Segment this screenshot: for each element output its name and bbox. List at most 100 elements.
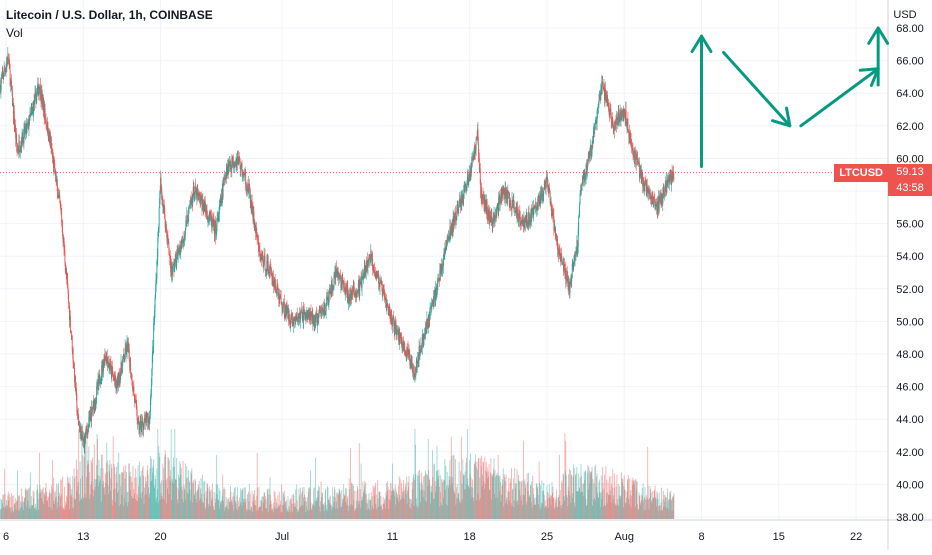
- candle-body: [667, 177, 669, 182]
- candle-body: [352, 285, 354, 293]
- candle-body: [404, 348, 406, 351]
- volume-bar: [629, 478, 631, 519]
- volume-bar: [44, 495, 46, 519]
- candle-body: [595, 120, 597, 122]
- volume-bar: [410, 499, 412, 519]
- candle-body: [132, 387, 134, 392]
- candle-body: [643, 181, 645, 183]
- volume-bar: [558, 495, 560, 519]
- candle-body: [44, 108, 46, 119]
- candle-body: [330, 284, 332, 294]
- candle-body: [78, 425, 80, 426]
- candle-body: [502, 187, 504, 195]
- candle-body: [393, 325, 395, 333]
- candle-body: [197, 191, 199, 194]
- candle-body: [387, 303, 389, 307]
- volume-bar: [115, 501, 116, 519]
- candle-body: [344, 290, 346, 295]
- candle-body: [339, 276, 340, 280]
- candle-body: [176, 252, 178, 267]
- candle-body: [353, 285, 355, 288]
- volume-bar: [396, 497, 398, 519]
- candle-body: [180, 245, 182, 253]
- volume-bar: [147, 474, 149, 519]
- candle-body: [264, 268, 266, 272]
- volume-bar: [227, 498, 229, 519]
- candle-body: [577, 247, 579, 250]
- candle-body: [32, 107, 34, 109]
- volume-bar: [456, 498, 458, 519]
- volume-bar: [56, 508, 58, 519]
- candle-body: [394, 322, 396, 329]
- candle-body: [591, 153, 593, 157]
- candle-body: [517, 213, 519, 217]
- chart-legend: Litecoin / U.S. Dollar, 1h, COINBASE Vol: [6, 8, 213, 40]
- volume-bar: [260, 500, 262, 519]
- volume-bar: [63, 509, 65, 519]
- volume-bar: [582, 483, 584, 519]
- volume-bar: [399, 479, 401, 519]
- candle-body: [223, 182, 225, 185]
- volume-bar: [623, 485, 625, 519]
- candle-body: [641, 171, 643, 178]
- candle-body: [166, 231, 168, 242]
- volume-bar: [23, 497, 25, 519]
- candle-body: [73, 366, 75, 369]
- candle-body: [212, 219, 213, 222]
- candle-body: [226, 166, 228, 172]
- volume-bar: [61, 494, 63, 519]
- candle-body: [256, 236, 258, 238]
- candle-body: [482, 194, 484, 200]
- candle-body: [134, 399, 136, 403]
- candle-body: [479, 168, 481, 171]
- volume-bar: [252, 501, 254, 519]
- candle-body: [490, 215, 492, 223]
- candle-body: [657, 208, 659, 215]
- volume-bar: [424, 475, 426, 519]
- volume-bar: [362, 481, 364, 519]
- volume-bar: [355, 491, 357, 519]
- volume-bar: [477, 458, 479, 519]
- volume-bar: [202, 502, 204, 519]
- volume-bar: [156, 468, 158, 519]
- time-tick-label: 22: [850, 531, 862, 543]
- volume-bar: [512, 478, 514, 519]
- volume-bar: [76, 491, 78, 519]
- volume-bar: [344, 495, 346, 519]
- candle-body: [587, 161, 589, 164]
- candle-body: [49, 135, 51, 141]
- candle-body: [471, 159, 473, 161]
- volume-bar: [283, 504, 285, 519]
- candle-body: [86, 431, 88, 435]
- volume-bar: [628, 498, 630, 519]
- candle-body: [322, 308, 324, 310]
- volume-bar: [672, 497, 674, 519]
- candle-body: [310, 312, 312, 317]
- candle-body: [102, 361, 104, 373]
- volume-bar: [350, 447, 351, 519]
- candle-body: [269, 272, 271, 278]
- volume-bar: [167, 457, 169, 519]
- candle-body: [34, 93, 36, 97]
- volume-bar: [664, 501, 666, 519]
- candle-body: [604, 88, 606, 93]
- candle-body: [300, 309, 302, 313]
- volume-bar: [401, 482, 403, 519]
- volume-bar: [639, 495, 641, 519]
- candle-body: [25, 123, 27, 130]
- candle-body: [264, 255, 265, 257]
- candle-body: [561, 255, 563, 263]
- candle-body: [599, 94, 601, 98]
- candle-body: [492, 218, 494, 223]
- candle-body: [566, 273, 568, 277]
- volume-bar: [70, 494, 72, 519]
- candle-body: [665, 184, 667, 189]
- volume-bar: [492, 476, 494, 519]
- volume-bar: [178, 489, 180, 519]
- volume-bar: [183, 484, 185, 519]
- volume-bar: [135, 468, 137, 519]
- volume-bar: [625, 503, 627, 519]
- volume-bar: [196, 489, 198, 519]
